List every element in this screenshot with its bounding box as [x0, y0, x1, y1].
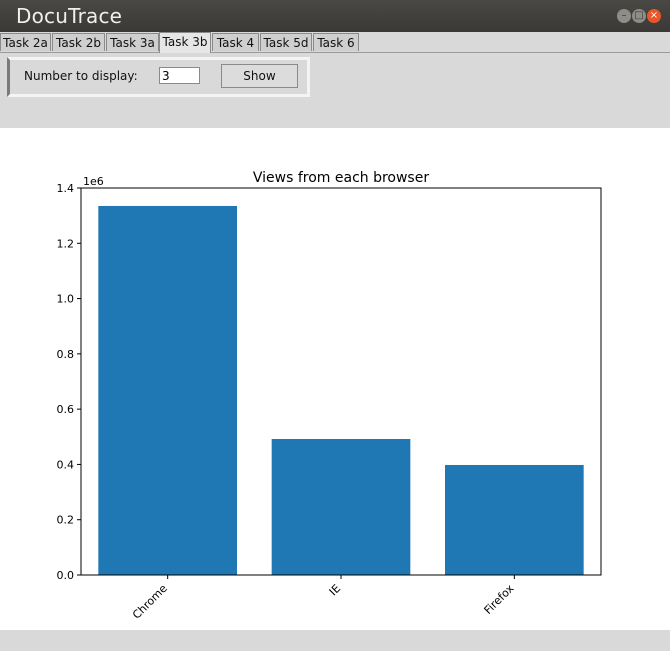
- tab-task-3a[interactable]: Task 3a: [106, 33, 159, 51]
- number-to-display-label: Number to display:: [24, 69, 138, 83]
- display-controls: Number to display: Show: [7, 57, 310, 97]
- y-tick-label: 0.4: [57, 458, 75, 471]
- plot-area: Views from each browser 1e6 0.0 0.2 0.4 0.6…: [0, 128, 670, 630]
- minimize-icon[interactable]: –: [617, 9, 631, 23]
- bar-ie: [271, 438, 411, 575]
- title-bar: DocuTrace – □ ×: [0, 0, 670, 32]
- y-tick-label: 1.2: [57, 237, 75, 250]
- chart-title: Views from each browser: [253, 170, 429, 186]
- maximize-icon[interactable]: □: [632, 9, 646, 23]
- y-axis-offset-label: 1e6: [83, 175, 104, 188]
- x-tick-label: Chrome: [130, 582, 170, 622]
- number-to-display-input[interactable]: [159, 67, 200, 84]
- close-icon[interactable]: ×: [647, 9, 661, 23]
- tab-task-2a[interactable]: Task 2a: [0, 33, 51, 51]
- bar-firefox: [445, 464, 584, 575]
- tab-task-5d[interactable]: Task 5d: [260, 33, 312, 51]
- y-tick-label: 0.6: [57, 403, 75, 416]
- x-tick-label: IE: [327, 582, 343, 598]
- axes-frame: [80, 187, 602, 576]
- y-tick-label: 1.0: [57, 293, 75, 306]
- bar-chrome: [98, 205, 237, 575]
- bar-chart: Views from each browser 1e6 0.0 0.2 0.4 0.6…: [57, 170, 602, 622]
- y-tick-label: 0.8: [57, 348, 75, 361]
- y-tick-label: 0.0: [57, 569, 75, 582]
- show-button[interactable]: Show: [221, 64, 298, 88]
- y-tick-label: 0.2: [57, 514, 75, 527]
- tab-task-6[interactable]: Task 6: [313, 33, 359, 51]
- x-tick-label: Firefox: [482, 582, 517, 617]
- tab-task-2b[interactable]: Task 2b: [52, 33, 105, 51]
- tab-task-4[interactable]: Task 4: [212, 33, 259, 51]
- tab-task-3b[interactable]: Task 3b: [159, 32, 211, 53]
- status-strip: [0, 630, 670, 651]
- y-tick-label: 1.4: [57, 182, 75, 195]
- tab-bar: Task 2a Task 2b Task 3a Task 3b Task 4 T…: [0, 32, 670, 53]
- window-title: DocuTrace: [16, 4, 123, 28]
